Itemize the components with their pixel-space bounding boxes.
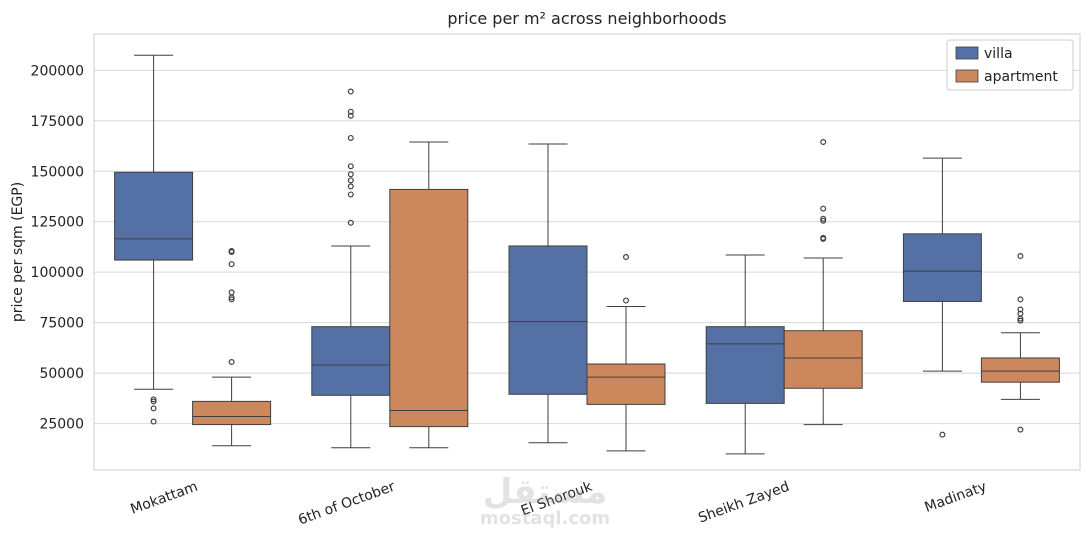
outlier-point (347, 134, 354, 141)
outlier-point (150, 418, 157, 425)
y-tick-labels: 25000 50000 75000 100000 125000 150000 175000 2… (31, 63, 84, 432)
box-villa-mokattam (114, 54, 194, 425)
y-tick-label: 100000 (31, 265, 84, 281)
outlier-point (347, 112, 354, 119)
outlier-point (622, 297, 629, 304)
iqr-box (980, 357, 1060, 383)
iqr-box (192, 400, 272, 426)
watermark-arabic: مستقل (483, 472, 607, 512)
y-tick-label: 175000 (31, 114, 84, 130)
y-tick-label: 150000 (31, 164, 84, 180)
legend: villa apartment (946, 39, 1074, 91)
box-apartment-el-shorouk (586, 254, 666, 452)
legend-swatch-apartment (955, 69, 979, 83)
y-tick-label: 125000 (31, 215, 84, 231)
outlier-point (820, 234, 827, 241)
box-apartment-mokattam (192, 247, 272, 447)
y-tick-label: 200000 (31, 63, 84, 79)
box-apartment-madinaty (980, 253, 1060, 433)
box-villa-el-shorouk (508, 143, 588, 444)
box-apartment-sheikh-zayed (783, 138, 863, 426)
outlier-point (347, 108, 354, 115)
outlier-point (1017, 306, 1024, 313)
box-villa-6th-of-october (311, 88, 391, 449)
iqr-box (311, 326, 391, 396)
outlier-point (347, 191, 354, 198)
outlier-point (228, 261, 235, 268)
outlier-point (1017, 296, 1024, 303)
box-series (114, 54, 1060, 455)
y-axis-label: price per sqm (EGP) (10, 182, 26, 322)
iqr-box (783, 330, 863, 389)
plot-area-frame (93, 33, 1081, 471)
box-villa-madinaty (902, 157, 982, 438)
legend-label-apartment: apartment (984, 69, 1058, 85)
outlier-point (939, 431, 946, 438)
chart-title: price per m² across neighborhoods (447, 9, 726, 28)
outlier-point (228, 289, 235, 296)
outlier-point (1017, 317, 1024, 324)
outlier-point (347, 171, 354, 178)
outlier-point (150, 398, 157, 405)
outlier-point (150, 396, 157, 403)
outlier-point (347, 219, 354, 226)
outlier-point (228, 247, 235, 254)
iqr-box (586, 363, 666, 405)
legend-swatch-villa (955, 46, 979, 60)
legend-frame (946, 39, 1074, 91)
outlier-point (1017, 310, 1024, 317)
outlier-point (228, 296, 235, 303)
outlier-point (1017, 253, 1024, 260)
outlier-point (1017, 426, 1024, 433)
iqr-box (705, 326, 785, 404)
box-apartment-6th-of-october (389, 141, 469, 449)
watermark: مستقل mostaql.com (480, 472, 610, 529)
iqr-box (389, 188, 469, 428)
outlier-point (347, 177, 354, 184)
outlier-point (228, 359, 235, 366)
legend-label-villa: villa (984, 46, 1013, 62)
y-tick-label: 50000 (39, 366, 84, 382)
outlier-point (150, 405, 157, 412)
outlier-point (347, 183, 354, 190)
iqr-box (902, 233, 982, 302)
outlier-point (347, 88, 354, 95)
outlier-point (347, 163, 354, 170)
outlier-point (820, 138, 827, 145)
iqr-box (114, 171, 194, 261)
outlier-point (622, 254, 629, 261)
outlier-point (820, 215, 827, 222)
y-tick-label: 25000 (39, 417, 84, 433)
watermark-latin: mostaql.com (480, 508, 610, 529)
iqr-box (508, 245, 588, 395)
outlier-point (820, 217, 827, 224)
outlier-point (820, 205, 827, 212)
y-tick-label: 75000 (39, 316, 84, 332)
